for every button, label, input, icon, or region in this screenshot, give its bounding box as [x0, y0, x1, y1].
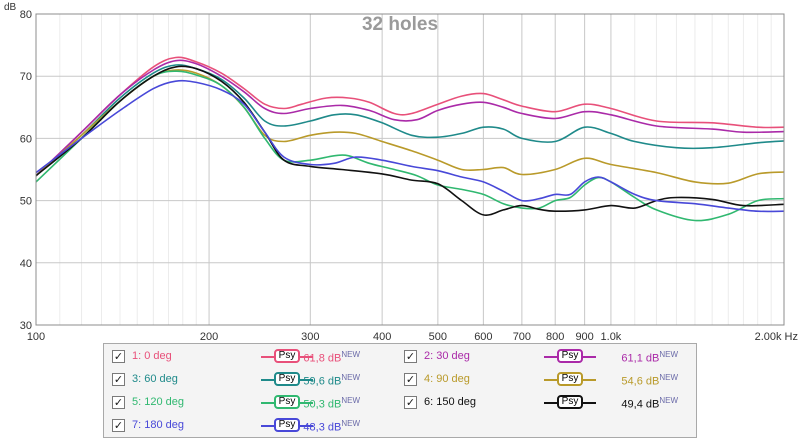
series-visibility-checkbox[interactable]: ✓: [404, 396, 417, 409]
psy-smoothing-button[interactable]: Psy: [544, 394, 596, 412]
x-tick-label: 900: [575, 331, 593, 340]
psy-smoothing-button[interactable]: Psy: [261, 371, 313, 389]
series-visibility-checkbox[interactable]: ✓: [404, 373, 417, 386]
series-level-value: 48,3 dBNEW: [303, 419, 360, 434]
chart-title: 32 holes: [362, 14, 438, 35]
new-badge: NEW: [341, 350, 360, 359]
series-level-value: 54,6 dBNEW: [621, 373, 678, 388]
y-axis-label: dB: [4, 2, 17, 13]
series-name-label: 6: 150 deg: [424, 396, 476, 408]
x-tick-label: 500: [429, 331, 447, 340]
new-badge: NEW: [341, 419, 360, 428]
new-badge: NEW: [659, 350, 678, 359]
legend-entry: ✓ 4: 90 deg Psy 54,6 dBNEW: [104, 371, 694, 389]
series-visibility-checkbox[interactable]: ✓: [112, 373, 125, 386]
series-line-6: [35, 65, 785, 217]
psy-label: Psy: [274, 349, 300, 363]
x-tick-label: 700: [513, 331, 531, 340]
plot-frame: [35, 13, 785, 326]
series-line-2: [35, 59, 785, 177]
y-tick-label: 60: [20, 133, 32, 145]
series-visibility-checkbox[interactable]: ✓: [112, 419, 125, 432]
series-level-value: 61,8 dBNEW: [303, 350, 360, 365]
x-axis-ticks: 100 200 300 400 500 600 700 800 900 1,0k 2,00k Hz: [27, 331, 798, 340]
psy-label: Psy: [557, 395, 583, 409]
series-level-value: 61,1 dBNEW: [621, 350, 678, 365]
psy-label: Psy: [274, 395, 300, 409]
series-visibility-checkbox[interactable]: ✓: [404, 350, 417, 363]
x-tick-label: 100: [27, 331, 45, 340]
legend-panel: ✓ 1: 0 deg Psy 61,8 dBNEW ✓ 2: 30 deg Psy 61,1 …: [103, 343, 697, 438]
new-badge: NEW: [341, 373, 360, 382]
series-name-label: 2: 30 deg: [424, 350, 470, 362]
psy-label: Psy: [274, 372, 300, 386]
series-line-5: [35, 70, 785, 222]
y-tick-label: 30: [20, 320, 32, 332]
series-name-label: 1: 0 deg: [132, 350, 172, 362]
y-tick-label: 40: [20, 258, 32, 270]
plot-background: [36, 14, 784, 325]
legend-entry: ✓ 3: 60 deg Psy 59,6 dBNEW: [104, 371, 694, 389]
series-visibility-checkbox[interactable]: ✓: [112, 350, 125, 363]
psy-smoothing-button[interactable]: Psy: [261, 417, 313, 435]
series-line-7: [35, 79, 785, 213]
series-line-1: [35, 56, 785, 177]
new-badge: NEW: [341, 396, 360, 405]
x-tick-label: 800: [546, 331, 564, 340]
y-tick-label: 50: [20, 196, 32, 208]
series-name-label: 3: 60 deg: [132, 373, 178, 385]
legend-entry: ✓ 2: 30 deg Psy 61,1 dBNEW: [104, 348, 694, 366]
psy-smoothing-button[interactable]: Psy: [544, 348, 596, 366]
x-tick-label: 600: [474, 331, 492, 340]
series-line-3: [35, 64, 785, 177]
series-layer: [35, 56, 785, 222]
series-level-value: 59,6 dBNEW: [303, 373, 360, 388]
series-line-4: [35, 69, 785, 185]
psy-smoothing-button[interactable]: Psy: [544, 371, 596, 389]
series-name-label: 5: 120 deg: [132, 396, 184, 408]
legend-entry: ✓ 7: 180 deg Psy 48,3 dBNEW: [104, 417, 694, 435]
x-tick-label: 200: [200, 331, 218, 340]
x-tick-label: 300: [301, 331, 319, 340]
legend-entry: ✓ 1: 0 deg Psy 61,8 dBNEW: [104, 348, 694, 366]
y-axis-ticks: 30 40 50 60 70 80: [20, 9, 32, 332]
series-name-label: 4: 90 deg: [424, 373, 470, 385]
y-tick-label: 80: [20, 9, 32, 21]
series-level-value: 49,4 dBNEW: [621, 396, 678, 411]
y-tick-label: 70: [20, 71, 32, 83]
new-badge: NEW: [659, 373, 678, 382]
psy-smoothing-button[interactable]: Psy: [261, 394, 313, 412]
legend-entry: ✓ 6: 150 deg Psy 49,4 dBNEW: [104, 394, 694, 412]
psy-label: Psy: [557, 372, 583, 386]
new-badge: NEW: [659, 396, 678, 405]
psy-label: Psy: [557, 349, 583, 363]
psy-label: Psy: [274, 418, 300, 432]
x-tick-label: 1,0k: [601, 331, 622, 340]
psy-smoothing-button[interactable]: Psy: [261, 348, 313, 366]
series-name-label: 7: 180 deg: [132, 419, 184, 431]
x-tick-label: 2,00k Hz: [755, 331, 798, 340]
series-visibility-checkbox[interactable]: ✓: [112, 396, 125, 409]
frequency-response-chart: 100 200 300 400 500 600 700 800 900 1,0k 2,00k Hz …: [4, 2, 798, 340]
x-tick-label: 400: [373, 331, 391, 340]
legend-entry: ✓ 5: 120 deg Psy 50,3 dBNEW: [104, 394, 694, 412]
series-level-value: 50,3 dBNEW: [303, 396, 360, 411]
